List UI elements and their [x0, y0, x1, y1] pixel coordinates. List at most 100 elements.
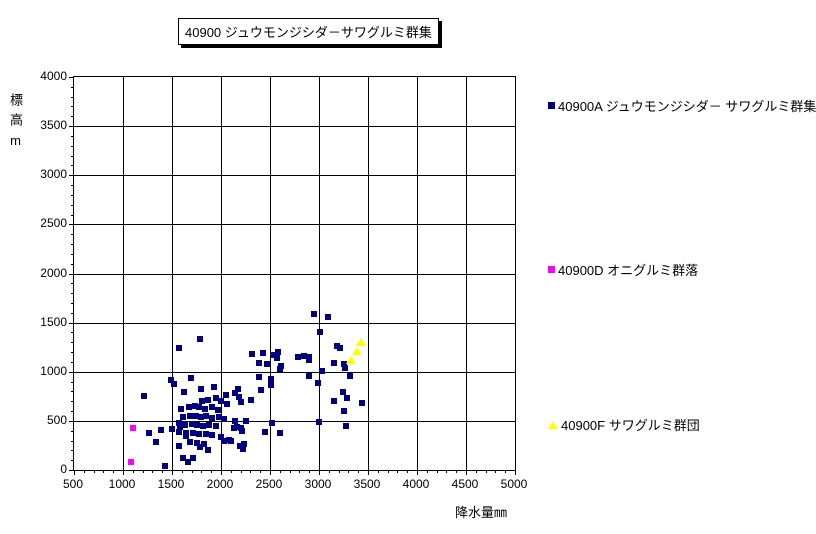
x-axis-title: 降水量㎜ [454, 505, 507, 520]
data-point-40900A [179, 413, 186, 420]
data-point-40900A [200, 422, 207, 429]
data-point-40900A [197, 336, 204, 343]
x-tick-label: 1000 [108, 477, 136, 491]
legend-label: 40900D オニグルミ群落 [558, 263, 699, 278]
data-point-40900A [188, 420, 195, 427]
data-point-40900A [181, 421, 188, 428]
data-point-40900A [170, 380, 177, 387]
data-point-40900A [206, 421, 213, 428]
data-point-40900A [344, 395, 351, 402]
data-point-40900A [342, 364, 349, 371]
x-tick-label: 500 [62, 477, 84, 491]
data-point-40900A [276, 429, 283, 436]
x-tick-label: 4000 [402, 477, 430, 491]
data-point-40900A [256, 359, 263, 366]
data-point-40900A [216, 413, 223, 420]
data-point-40900A [316, 418, 322, 425]
data-point-40900A [273, 354, 280, 361]
x-tick-label: 3000 [304, 477, 332, 491]
data-point-40900A [260, 350, 267, 357]
data-point-40900A [209, 431, 216, 438]
magenta-square-icon [548, 266, 555, 273]
data-point-40900A [175, 443, 182, 450]
data-point-40900A [340, 360, 347, 367]
y-tick-label: 1500 [40, 314, 67, 329]
data-point-40900A [180, 389, 187, 396]
data-point-40900A [222, 392, 229, 399]
legend-item-40900F: 40900F サワグルミ群団 [548, 415, 700, 434]
data-point-40900A [201, 440, 208, 447]
data-point-40900A [295, 354, 302, 360]
y-tick-label: 2000 [40, 265, 67, 280]
y-tick-label: 4000 [40, 69, 67, 83]
data-point-40900A [175, 428, 182, 435]
data-point-40900A [330, 359, 337, 366]
data-point-40900A [267, 381, 274, 388]
data-point-40900A [194, 440, 201, 447]
data-point-40900A [198, 413, 205, 420]
data-point-40900A [339, 389, 346, 396]
data-point-40900A [186, 439, 193, 446]
data-point-40900A [324, 313, 331, 320]
data-point-40900A [239, 445, 246, 452]
y-tick-label: 500 [46, 412, 67, 427]
data-point-40900A [343, 422, 350, 429]
data-point-40900A [268, 419, 275, 426]
data-point-40900A [258, 387, 265, 394]
data-point-40900A [237, 399, 244, 406]
data-point-40900A [177, 406, 184, 413]
y-tick-label: 3500 [40, 118, 67, 133]
chart-title: 40900 ジュウモンジシダ－サワグルミ群集 [178, 18, 439, 45]
data-point-40900A [316, 329, 323, 336]
data-point-40900A [218, 398, 224, 405]
data-point-40900A [197, 444, 204, 451]
y-axis-title: 標高m [8, 93, 23, 155]
data-point-40900A [158, 426, 165, 433]
data-point-40900A [306, 373, 313, 380]
data-point-40900A [189, 455, 196, 462]
data-point-40900A [176, 424, 183, 431]
data-point-40900A [211, 384, 218, 391]
data-point-40900A [231, 417, 238, 424]
data-point-40900A [205, 397, 212, 404]
x-tick-label: 2500 [255, 477, 283, 491]
data-point-40900F [356, 338, 367, 347]
data-point-40900A [234, 386, 241, 393]
data-point-40900A [209, 415, 216, 422]
data-point-40900A [330, 398, 337, 405]
data-point-40900A [196, 404, 203, 411]
legend-item-40900A: 40900A ジュウモンジシダ－ サワグルミ群集 [548, 96, 816, 115]
x-tick-label: 1500 [157, 477, 185, 491]
data-point-40900F [352, 346, 363, 355]
data-point-40900A [184, 459, 191, 466]
data-point-40900A [199, 398, 206, 405]
data-point-40900A [274, 349, 281, 356]
data-point-40900A [192, 412, 199, 419]
data-point-40900A [146, 429, 153, 436]
data-point-40900A [359, 400, 366, 407]
data-point-40900A [213, 395, 220, 402]
y-tick-label: 1000 [40, 363, 67, 378]
data-point-40900A [238, 427, 245, 434]
data-point-40900A [340, 408, 347, 415]
data-point-40900A [175, 345, 182, 352]
legend-label: 40900F サワグルミ群団 [561, 418, 700, 433]
data-point-40900F [346, 355, 357, 364]
y-tick-label: 0 [60, 462, 67, 476]
data-point-40900A [215, 407, 222, 414]
data-point-40900A [140, 393, 147, 400]
data-point-40900A [233, 424, 240, 431]
data-point-40900A [248, 397, 255, 404]
data-point-40900A [194, 421, 201, 428]
data-point-40900A [220, 437, 227, 444]
data-point-40900A [198, 386, 205, 393]
data-point-40900A [264, 360, 271, 367]
data-point-40900A [240, 441, 247, 448]
plot-grid [69, 77, 516, 475]
data-point-40900A [189, 430, 196, 437]
data-point-40900A [175, 420, 182, 427]
data-point-40900A [203, 413, 210, 420]
data-point-40900A [187, 374, 194, 381]
data-point-40900A [220, 416, 227, 423]
